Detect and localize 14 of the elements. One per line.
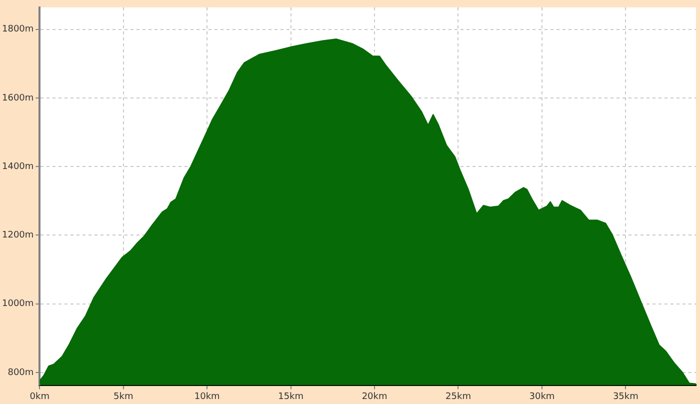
x-tick-label: 20km	[362, 392, 388, 402]
y-tick-label: 1000m	[2, 299, 34, 310]
y-tick-label: 1400m	[2, 162, 34, 172]
x-tick-label: 5km	[114, 392, 134, 402]
y-tick-label: 800m	[8, 368, 34, 378]
y-tick-label: 1600m	[2, 93, 34, 104]
x-tick-label: 15km	[278, 392, 304, 402]
y-tick-label: 1800m	[2, 24, 34, 35]
y-tick-label: 1200m	[2, 230, 34, 241]
x-tick-label: 10km	[194, 392, 220, 402]
x-tick-label: 30km	[529, 392, 555, 402]
x-tick-label: 35km	[612, 392, 638, 402]
x-tick-label: 0km	[30, 392, 50, 402]
x-tick-label: 25km	[446, 392, 471, 402]
